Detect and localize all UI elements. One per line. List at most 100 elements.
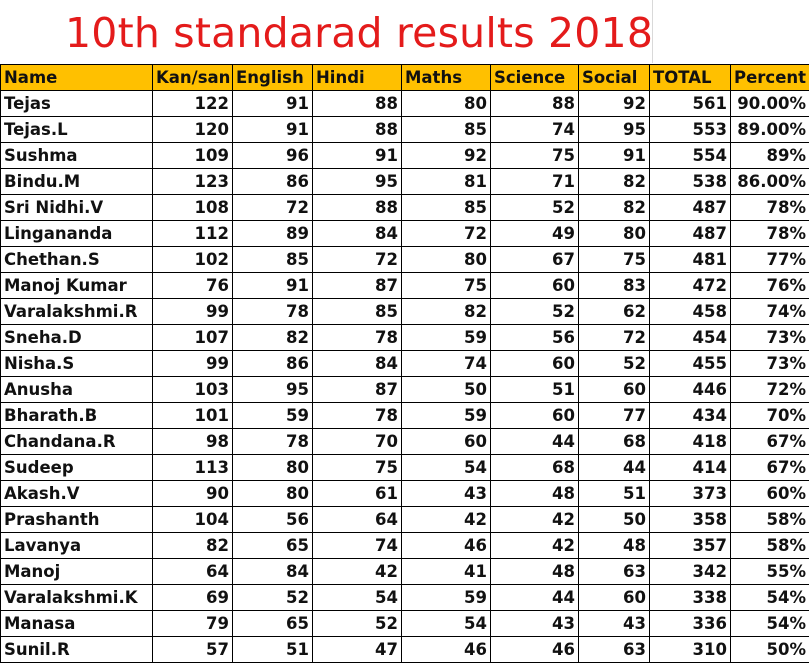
cell-maths[interactable]: 72 <box>401 220 491 247</box>
cell-social[interactable]: 82 <box>578 194 650 221</box>
student-name-cell[interactable]: Chandana.R <box>0 428 153 455</box>
cell-social[interactable]: 72 <box>578 324 650 351</box>
column-header-social[interactable]: Social <box>578 64 650 91</box>
cell-science[interactable]: 48 <box>490 480 579 507</box>
cell-total[interactable]: 538 <box>649 168 731 195</box>
cell-social[interactable]: 62 <box>578 298 650 325</box>
cell-percent[interactable]: 73% <box>730 350 809 377</box>
cell-maths[interactable]: 42 <box>401 506 491 533</box>
cell-social[interactable]: 68 <box>578 428 650 455</box>
cell-science[interactable]: 52 <box>490 194 579 221</box>
student-name-cell[interactable]: Sunil.R <box>0 636 153 663</box>
cell-total[interactable]: 357 <box>649 532 731 559</box>
cell-hindi[interactable]: 95 <box>312 168 402 195</box>
cell-english[interactable]: 91 <box>232 116 313 143</box>
cell-total[interactable]: 342 <box>649 558 731 585</box>
cell-science[interactable]: 60 <box>490 350 579 377</box>
cell-english[interactable]: 91 <box>232 90 313 117</box>
cell-hindi[interactable]: 88 <box>312 194 402 221</box>
cell-social[interactable]: 77 <box>578 402 650 429</box>
cell-total[interactable]: 358 <box>649 506 731 533</box>
cell-kan-san[interactable]: 107 <box>152 324 233 351</box>
cell-hindi[interactable]: 85 <box>312 298 402 325</box>
cell-social[interactable]: 95 <box>578 116 650 143</box>
cell-percent[interactable]: 76% <box>730 272 809 299</box>
cell-science[interactable]: 60 <box>490 272 579 299</box>
cell-hindi[interactable]: 52 <box>312 610 402 637</box>
cell-maths[interactable]: 59 <box>401 324 491 351</box>
cell-social[interactable]: 82 <box>578 168 650 195</box>
cell-percent[interactable]: 78% <box>730 194 809 221</box>
student-name-cell[interactable]: Lingananda <box>0 220 153 247</box>
cell-total[interactable]: 554 <box>649 142 731 169</box>
cell-science[interactable]: 44 <box>490 428 579 455</box>
cell-hindi[interactable]: 84 <box>312 220 402 247</box>
cell-total[interactable]: 458 <box>649 298 731 325</box>
cell-total[interactable]: 487 <box>649 194 731 221</box>
student-name-cell[interactable]: Lavanya <box>0 532 153 559</box>
cell-english[interactable]: 65 <box>232 610 313 637</box>
cell-hindi[interactable]: 75 <box>312 454 402 481</box>
cell-kan-san[interactable]: 99 <box>152 298 233 325</box>
cell-hindi[interactable]: 74 <box>312 532 402 559</box>
student-name-cell[interactable]: Sushma <box>0 142 153 169</box>
student-name-cell[interactable]: Bindu.M <box>0 168 153 195</box>
cell-kan-san[interactable]: 102 <box>152 246 233 273</box>
cell-social[interactable]: 52 <box>578 350 650 377</box>
student-name-cell[interactable]: Chethan.S <box>0 246 153 273</box>
cell-maths[interactable]: 59 <box>401 584 491 611</box>
cell-social[interactable]: 91 <box>578 142 650 169</box>
cell-total[interactable]: 414 <box>649 454 731 481</box>
cell-kan-san[interactable]: 64 <box>152 558 233 585</box>
column-header-science[interactable]: Science <box>490 64 579 91</box>
cell-total[interactable]: 373 <box>649 480 731 507</box>
cell-total[interactable]: 472 <box>649 272 731 299</box>
column-header-total[interactable]: TOTAL <box>649 64 731 91</box>
column-header-kan-san[interactable]: Kan/san <box>152 64 233 91</box>
cell-total[interactable]: 487 <box>649 220 731 247</box>
cell-hindi[interactable]: 72 <box>312 246 402 273</box>
cell-science[interactable]: 46 <box>490 636 579 663</box>
cell-kan-san[interactable]: 69 <box>152 584 233 611</box>
student-name-cell[interactable]: Bharath.B <box>0 402 153 429</box>
column-header-name[interactable]: Name <box>0 64 153 91</box>
column-header-maths[interactable]: Maths <box>401 64 491 91</box>
cell-english[interactable]: 80 <box>232 480 313 507</box>
cell-hindi[interactable]: 78 <box>312 402 402 429</box>
cell-kan-san[interactable]: 98 <box>152 428 233 455</box>
cell-science[interactable]: 52 <box>490 298 579 325</box>
cell-total[interactable]: 434 <box>649 402 731 429</box>
cell-hindi[interactable]: 47 <box>312 636 402 663</box>
title-cell[interactable] <box>0 0 652 63</box>
cell-percent[interactable]: 54% <box>730 610 809 637</box>
cell-english[interactable]: 56 <box>232 506 313 533</box>
cell-science[interactable]: 42 <box>490 506 579 533</box>
cell-english[interactable]: 96 <box>232 142 313 169</box>
cell-kan-san[interactable]: 103 <box>152 376 233 403</box>
cell-kan-san[interactable]: 109 <box>152 142 233 169</box>
cell-science[interactable]: 71 <box>490 168 579 195</box>
cell-science[interactable]: 68 <box>490 454 579 481</box>
cell-kan-san[interactable]: 122 <box>152 90 233 117</box>
cell-social[interactable]: 43 <box>578 610 650 637</box>
cell-hindi[interactable]: 88 <box>312 90 402 117</box>
cell-science[interactable]: 60 <box>490 402 579 429</box>
student-name-cell[interactable]: Varalakshmi.K <box>0 584 153 611</box>
cell-total[interactable]: 455 <box>649 350 731 377</box>
cell-english[interactable]: 78 <box>232 298 313 325</box>
cell-social[interactable]: 48 <box>578 532 650 559</box>
cell-percent[interactable]: 89% <box>730 142 809 169</box>
student-name-cell[interactable]: Anusha <box>0 376 153 403</box>
cell-hindi[interactable]: 42 <box>312 558 402 585</box>
cell-english[interactable]: 86 <box>232 168 313 195</box>
cell-hindi[interactable]: 87 <box>312 272 402 299</box>
cell-total[interactable]: 481 <box>649 246 731 273</box>
cell-percent[interactable]: 72% <box>730 376 809 403</box>
cell-social[interactable]: 80 <box>578 220 650 247</box>
cell-percent[interactable]: 58% <box>730 506 809 533</box>
cell-maths[interactable]: 74 <box>401 350 491 377</box>
cell-maths[interactable]: 80 <box>401 90 491 117</box>
cell-social[interactable]: 60 <box>578 584 650 611</box>
cell-hindi[interactable]: 84 <box>312 350 402 377</box>
cell-percent[interactable]: 90.00% <box>730 90 809 117</box>
